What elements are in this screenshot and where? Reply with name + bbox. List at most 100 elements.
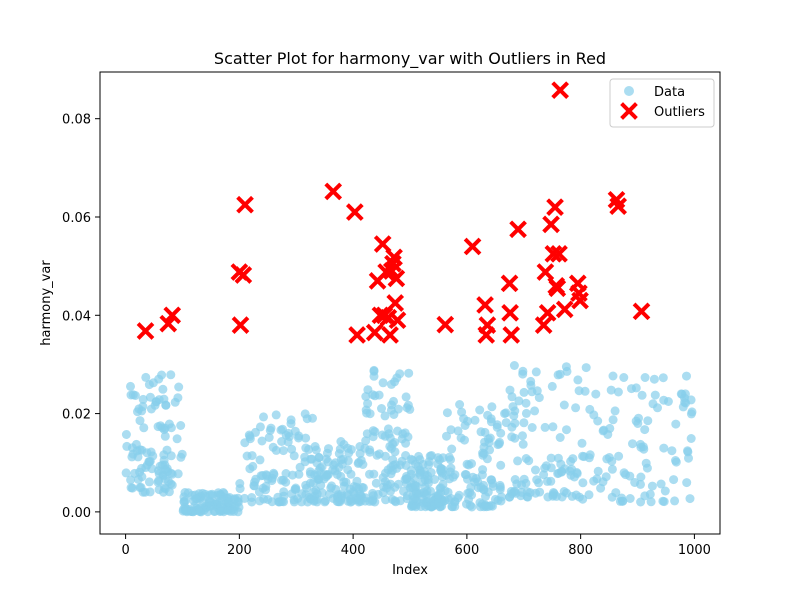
data-point bbox=[343, 490, 353, 500]
data-point bbox=[408, 455, 418, 465]
data-point bbox=[519, 474, 529, 484]
data-point bbox=[198, 488, 208, 498]
data-point bbox=[501, 408, 511, 418]
data-point bbox=[162, 445, 172, 455]
data-point bbox=[368, 390, 378, 400]
data-point bbox=[631, 383, 641, 393]
x-tick-label: 600 bbox=[454, 543, 479, 558]
data-point bbox=[264, 433, 274, 442]
legend-box bbox=[609, 78, 715, 128]
data-point bbox=[479, 442, 489, 452]
data-point bbox=[446, 425, 456, 435]
data-point bbox=[496, 492, 506, 502]
x-tick-label: 200 bbox=[227, 543, 252, 558]
data-point bbox=[403, 400, 413, 410]
data-point bbox=[573, 375, 583, 385]
data-point bbox=[301, 433, 311, 443]
data-point bbox=[510, 418, 520, 428]
x-tick-label: 1000 bbox=[678, 543, 711, 558]
data-point bbox=[535, 487, 545, 497]
data-point bbox=[332, 497, 342, 507]
legend: Data Outliers bbox=[609, 78, 715, 128]
data-point bbox=[245, 434, 255, 444]
x-axis-label: Index bbox=[392, 563, 428, 578]
data-point bbox=[380, 431, 390, 441]
plot-points bbox=[121, 81, 697, 517]
data-point bbox=[181, 496, 190, 506]
data-point bbox=[524, 456, 534, 466]
data-point bbox=[518, 431, 527, 441]
data-point bbox=[287, 489, 297, 499]
data-point bbox=[685, 494, 695, 504]
data-point bbox=[269, 468, 279, 478]
data-point bbox=[555, 433, 565, 442]
data-point bbox=[659, 443, 669, 453]
data-point bbox=[128, 483, 137, 493]
data-point bbox=[480, 427, 490, 437]
data-point bbox=[453, 426, 463, 436]
x-axis: 0 200 400 600 800 1000 bbox=[121, 534, 711, 558]
data-point bbox=[301, 480, 311, 490]
data-point bbox=[559, 400, 569, 410]
data-point bbox=[532, 386, 542, 396]
data-point bbox=[636, 479, 645, 489]
data-point bbox=[247, 451, 257, 461]
data-point bbox=[358, 483, 368, 493]
data-point bbox=[314, 453, 324, 462]
data-point bbox=[240, 493, 250, 503]
outlier-point bbox=[534, 316, 553, 334]
data-point bbox=[641, 458, 651, 468]
data-point bbox=[365, 469, 374, 479]
data-point bbox=[126, 390, 136, 400]
data-point bbox=[585, 404, 595, 414]
data-point bbox=[540, 422, 550, 432]
data-point bbox=[430, 475, 440, 484]
data-point bbox=[512, 479, 522, 489]
data-point bbox=[343, 443, 353, 453]
y-tick-label: 0.08 bbox=[62, 113, 91, 128]
data-point bbox=[548, 491, 558, 501]
data-point bbox=[287, 444, 297, 454]
data-point bbox=[459, 414, 469, 424]
data-point bbox=[681, 398, 691, 408]
data-point bbox=[513, 456, 523, 466]
data-point bbox=[445, 467, 455, 477]
data-point bbox=[646, 497, 656, 507]
data-point bbox=[501, 418, 511, 428]
data-point bbox=[389, 396, 398, 406]
outlier-point bbox=[236, 195, 254, 214]
data-point bbox=[181, 505, 191, 515]
data-point bbox=[320, 497, 330, 507]
data-point bbox=[577, 438, 587, 448]
data-point bbox=[455, 400, 465, 409]
data-point bbox=[496, 428, 506, 438]
data-point bbox=[374, 449, 384, 459]
data-point bbox=[173, 469, 183, 479]
data-point bbox=[312, 497, 322, 507]
x-tick-label: 800 bbox=[568, 543, 593, 558]
outlier-point bbox=[381, 326, 399, 344]
data-point bbox=[392, 463, 402, 473]
data-point bbox=[216, 502, 226, 512]
data-point bbox=[121, 468, 131, 478]
outlier-point bbox=[550, 245, 568, 263]
data-point bbox=[324, 489, 334, 499]
data-point bbox=[404, 368, 414, 378]
data-point bbox=[571, 403, 581, 413]
data-point bbox=[521, 408, 531, 418]
legend-data-marker bbox=[624, 86, 634, 96]
legend-outliers-label: Outliers bbox=[654, 105, 705, 120]
data-point bbox=[521, 398, 531, 408]
data-point bbox=[204, 497, 214, 507]
data-point bbox=[504, 492, 514, 502]
outlier-point bbox=[509, 220, 527, 239]
data-point bbox=[607, 464, 617, 474]
data-point bbox=[377, 404, 386, 413]
data-point bbox=[460, 470, 470, 479]
data-point bbox=[390, 482, 400, 492]
data-point bbox=[519, 387, 529, 397]
y-tick-label: 0.06 bbox=[62, 211, 91, 226]
data-point bbox=[277, 437, 287, 446]
data-point bbox=[442, 408, 452, 418]
